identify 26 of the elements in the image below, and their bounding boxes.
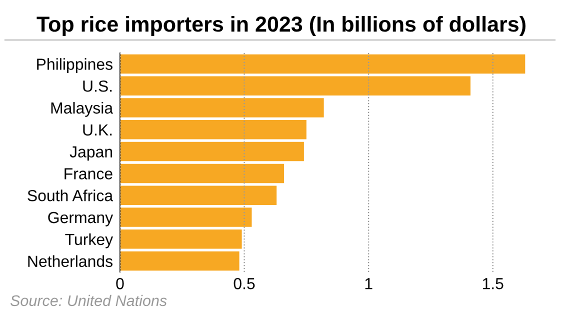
chart-title: Top rice importers in 2023 (In billions of dollars)	[36, 16, 526, 36]
y-tick-label: Philippines	[37, 58, 112, 74]
y-tick-label: Malaysia	[51, 102, 114, 117]
y-tick-label: Japan	[70, 146, 112, 161]
x-tick-label: 0.5	[234, 278, 255, 290]
y-tick-label: France	[64, 168, 112, 180]
bar	[120, 186, 277, 205]
bar	[120, 98, 324, 118]
bar	[120, 54, 526, 74]
y-tick-label: Germany	[48, 212, 114, 226]
source-note: Source: United Nations	[10, 294, 167, 306]
y-tick-label: Turkey	[65, 233, 114, 248]
y-tick-label: Netherlands	[28, 255, 112, 267]
y-tick-label: U.K.	[83, 124, 112, 136]
bar	[120, 208, 252, 227]
bar	[120, 142, 304, 162]
x-tick-label: 1	[365, 278, 372, 290]
x-tick-label: 0	[116, 278, 124, 290]
x-tick-label: 1.5	[482, 278, 504, 290]
y-tick-label: South Africa	[28, 190, 114, 202]
y-tick-label: U.S.	[83, 80, 112, 92]
bar	[120, 76, 470, 96]
bar	[120, 230, 242, 249]
bar	[120, 251, 240, 271]
bar	[120, 120, 306, 140]
bar	[120, 164, 284, 184]
